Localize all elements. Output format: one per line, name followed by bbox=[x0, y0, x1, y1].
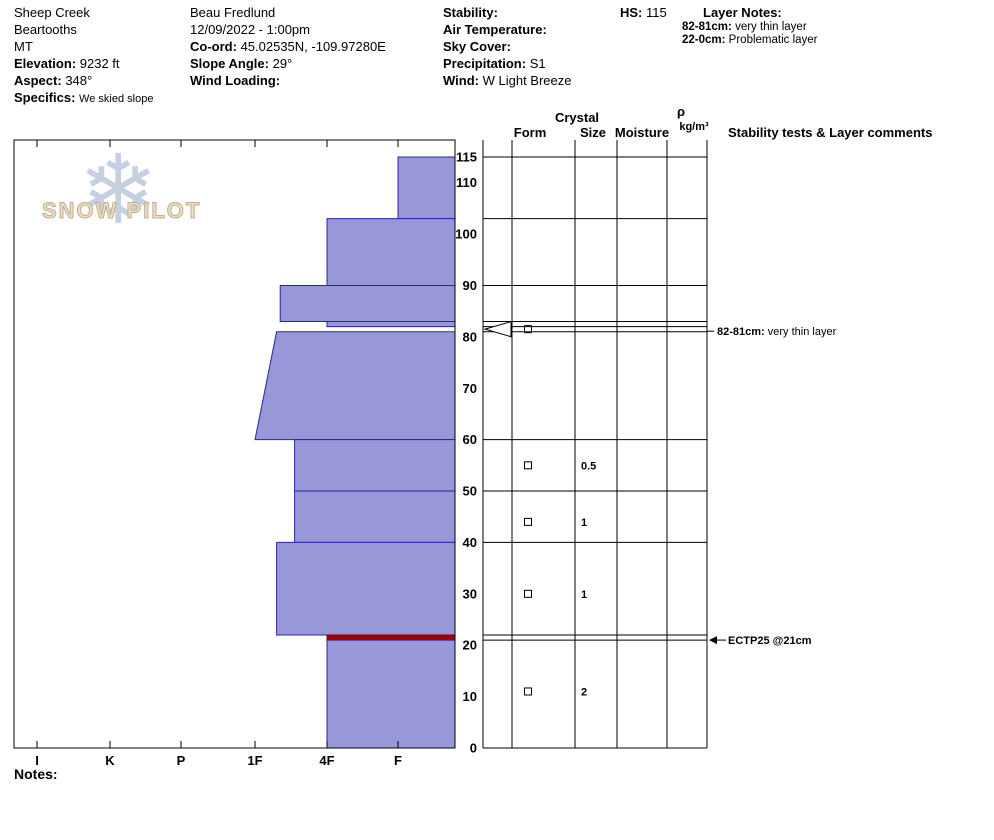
layer-note-text: Problematic layer bbox=[728, 34, 818, 46]
crystal-form-symbol bbox=[524, 461, 532, 470]
layer-notes-title: Layer Notes: bbox=[703, 5, 782, 20]
notes-label: Notes: bbox=[14, 766, 58, 782]
snow-layer bbox=[326, 320, 456, 328]
moisture-column-header: Moisture bbox=[615, 125, 669, 140]
problematic-layer bbox=[326, 634, 456, 641]
sky-cover-label: Sky Cover: bbox=[443, 39, 511, 54]
crystal-size-value: 1 bbox=[581, 589, 587, 601]
wind-value: W Light Breeze bbox=[482, 73, 572, 88]
hardness-tick-label: F bbox=[394, 753, 402, 768]
crystal-size-value: 0.5 bbox=[581, 460, 596, 472]
depth-tick-label: 115 bbox=[456, 150, 477, 165]
density-unit-header: kg/m³ bbox=[679, 121, 709, 133]
layer-note-text: very thin layer bbox=[735, 21, 807, 33]
snow-layer bbox=[279, 284, 456, 322]
depth-tick-label: 60 bbox=[463, 432, 477, 447]
snow-layer bbox=[294, 439, 456, 492]
header-observer-column: Beau Fredlund 12/09/2022 - 1:00pm Co-ord… bbox=[190, 4, 386, 89]
comments-column-header: Stability tests & Layer comments bbox=[728, 125, 932, 140]
pit-datetime: 12/09/2022 - 1:00pm bbox=[190, 22, 310, 37]
crystal-form-symbol bbox=[524, 687, 532, 696]
observer-name: Beau Fredlund bbox=[190, 5, 276, 20]
depth-tick-label: 90 bbox=[463, 278, 477, 293]
depth-tick-label: 30 bbox=[463, 586, 477, 601]
hardness-tick-label: I bbox=[35, 753, 39, 768]
thin-layer-marker-icon bbox=[483, 320, 512, 338]
crystal-size-value: 1 bbox=[581, 517, 587, 529]
header-site-column: Sheep Creek Beartooths MT Elevation: 923… bbox=[14, 4, 153, 108]
depth-tick-label: 70 bbox=[463, 381, 477, 396]
aspect-value: 348° bbox=[65, 73, 93, 88]
crystal-form-symbol bbox=[524, 589, 532, 598]
snow-layer bbox=[397, 156, 456, 220]
header-layer-notes: Layer Notes: 82-81cm: very thin layer 22… bbox=[682, 4, 818, 47]
layer-comment: ECTP25 @21cm bbox=[728, 635, 812, 647]
snow-layer bbox=[326, 639, 456, 749]
coord-label: Co-ord: bbox=[190, 39, 237, 54]
left-arrow-icon bbox=[709, 636, 717, 645]
header-hs-block: HS: 115 bbox=[620, 4, 667, 21]
snow-layer bbox=[276, 541, 456, 636]
size-column-header: Size bbox=[580, 125, 606, 140]
depth-tick-label: 40 bbox=[463, 535, 477, 550]
hardness-tick-label: 4F bbox=[319, 753, 334, 768]
snow-layer bbox=[254, 331, 456, 441]
wind-loading-label: Wind Loading: bbox=[190, 73, 281, 88]
aspect-label: Aspect: bbox=[14, 73, 62, 88]
crystal-column-header: Crystal bbox=[555, 110, 599, 125]
depth-tick-label: 0 bbox=[470, 741, 477, 756]
elevation-value: 9232 ft bbox=[79, 56, 120, 71]
precipitation-value: S1 bbox=[529, 56, 546, 71]
form-column-header: Form bbox=[514, 125, 547, 140]
hardness-tick-label: P bbox=[177, 753, 186, 768]
hs-label: HS: bbox=[620, 5, 643, 20]
depth-tick-label: 50 bbox=[463, 484, 477, 499]
density-column-header: ρ bbox=[677, 104, 685, 119]
crystal-form-symbol bbox=[524, 325, 532, 334]
crystal-size-value: 2 bbox=[581, 686, 587, 698]
coord-value: 45.02535N, -109.97280E bbox=[240, 39, 386, 54]
site-state: MT bbox=[14, 39, 33, 54]
header-conditions-column: Stability: Air Temperature: Sky Cover: P… bbox=[443, 4, 571, 89]
snow-layer bbox=[294, 490, 456, 543]
layer-comment: 82-81cm: very thin layer bbox=[717, 326, 837, 338]
depth-tick-label: 80 bbox=[463, 329, 477, 344]
depth-tick-label: 110 bbox=[456, 175, 477, 190]
site-name: Sheep Creek bbox=[14, 5, 90, 20]
depth-tick-label: 100 bbox=[455, 227, 477, 242]
slope-angle-value: 29° bbox=[272, 56, 293, 71]
wind-label: Wind: bbox=[443, 73, 479, 88]
chart-border bbox=[13, 139, 456, 749]
crystal-form-symbol bbox=[524, 517, 532, 526]
snow-layer bbox=[326, 218, 456, 286]
slope-angle-label: Slope Angle: bbox=[190, 56, 269, 71]
layer-note-range: 22-0cm: bbox=[682, 34, 726, 46]
specifics-label: Specifics: bbox=[14, 90, 76, 105]
precipitation-label: Precipitation: bbox=[443, 56, 527, 71]
layer-note-range: 82-81cm: bbox=[682, 21, 732, 33]
elevation-label: Elevation: bbox=[14, 56, 77, 71]
specifics-value: We skied slope bbox=[79, 93, 154, 105]
hardness-tick-label: 1F bbox=[247, 753, 262, 768]
site-range: Beartooths bbox=[14, 22, 77, 37]
stability-label: Stability: bbox=[443, 5, 498, 20]
hardness-tick-label: K bbox=[105, 753, 115, 768]
depth-tick-label: 10 bbox=[463, 689, 477, 704]
depth-tick-label: 20 bbox=[463, 638, 477, 653]
air-temp-label: Air Temperature: bbox=[443, 22, 547, 37]
hs-value: 115 bbox=[646, 5, 667, 20]
